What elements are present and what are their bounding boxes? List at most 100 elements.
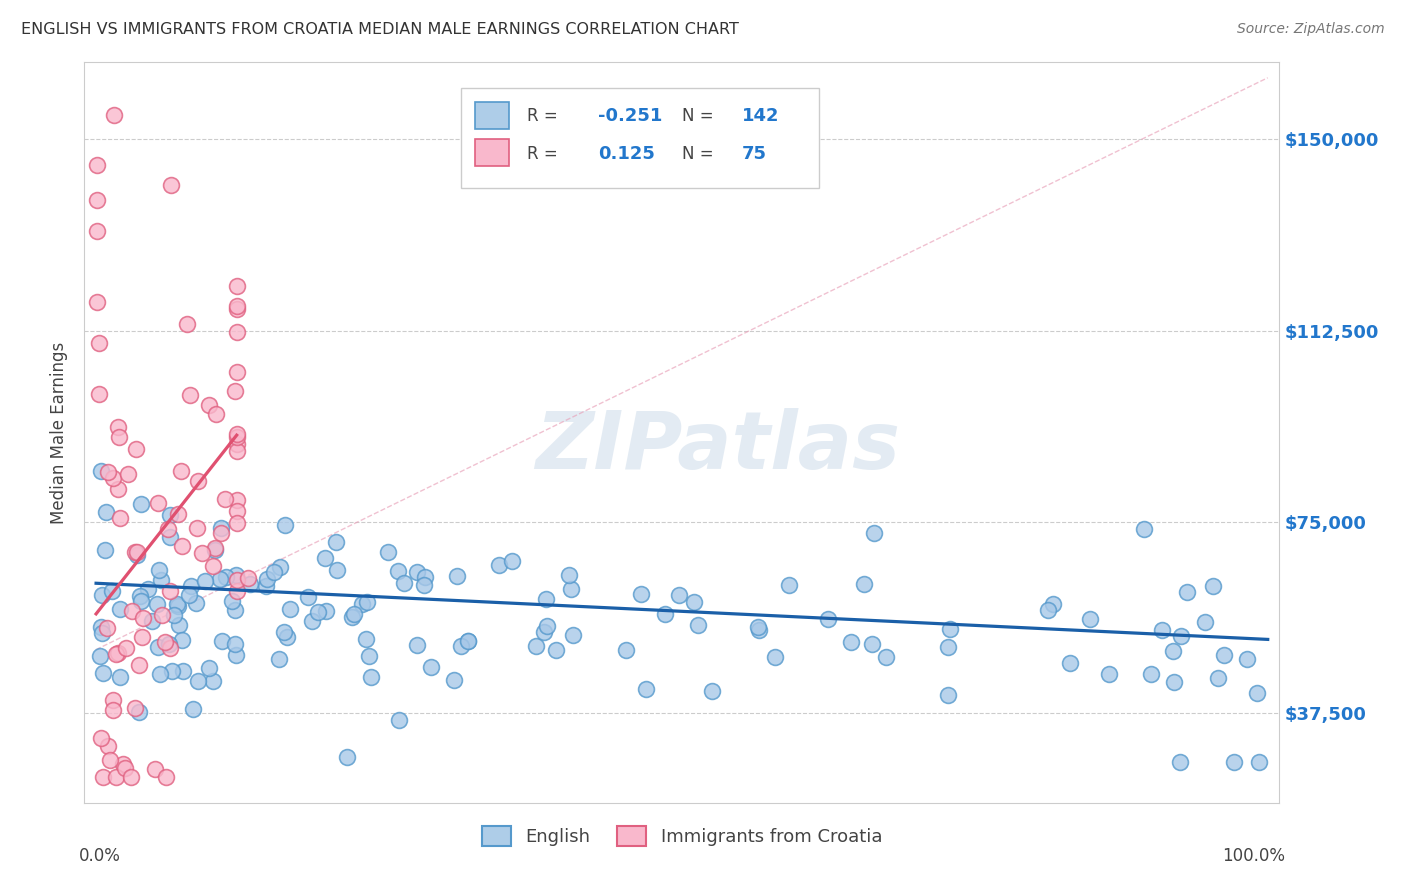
Point [127, 545, 149, 559]
Point [211, 525, 233, 540]
Point [273, 625, 295, 640]
Point [387, 564, 409, 578]
Point [350, 597, 373, 611]
Point [1163, 644, 1185, 658]
Point [181, 702, 204, 716]
Point [276, 630, 298, 644]
Point [108, 430, 131, 444]
Point [446, 569, 468, 583]
Point [201, 673, 224, 688]
Point [121, 604, 143, 618]
Point [936, 640, 959, 654]
Point [686, 617, 709, 632]
Point [336, 749, 359, 764]
Point [1206, 671, 1229, 685]
Point [159, 178, 181, 193]
Point [225, 430, 247, 444]
Point [863, 526, 886, 541]
Point [184, 596, 207, 610]
Point [159, 583, 181, 598]
Point [150, 607, 173, 622]
Point [420, 660, 443, 674]
Point [155, 770, 177, 784]
Point [1098, 667, 1121, 681]
Point [377, 545, 399, 559]
Point [405, 639, 427, 653]
Point [221, 594, 243, 608]
Point [107, 482, 129, 496]
Point [360, 670, 382, 684]
FancyBboxPatch shape [475, 139, 509, 166]
Point [488, 558, 510, 573]
Point [128, 658, 150, 673]
Point [131, 630, 153, 644]
Point [112, 756, 135, 771]
Point [254, 578, 277, 592]
Point [124, 442, 146, 457]
Point [205, 407, 228, 421]
Point [108, 602, 131, 616]
Text: 75: 75 [742, 145, 766, 162]
Point [101, 703, 124, 717]
Point [214, 492, 236, 507]
Point [406, 565, 429, 579]
Point [860, 637, 883, 651]
Legend: English, Immigrants from Croatia: English, Immigrants from Croatia [475, 819, 889, 853]
Point [128, 705, 150, 719]
Point [702, 684, 724, 698]
Point [187, 474, 209, 488]
Point [170, 632, 193, 647]
Point [89, 649, 111, 664]
Point [157, 522, 180, 536]
Text: Source: ZipAtlas.com: Source: ZipAtlas.com [1237, 22, 1385, 37]
Point [1175, 585, 1198, 599]
Point [225, 648, 247, 662]
Point [172, 665, 194, 679]
Point [875, 650, 897, 665]
Point [202, 558, 225, 573]
Point [91, 666, 114, 681]
Point [224, 603, 246, 617]
Point [763, 650, 786, 665]
Point [225, 365, 247, 379]
Point [208, 572, 231, 586]
Point [1168, 755, 1191, 769]
Point [114, 641, 136, 656]
Point [98, 753, 121, 767]
Point [225, 301, 247, 316]
Point [120, 770, 142, 784]
Point [534, 592, 557, 607]
Text: 0.125: 0.125 [599, 145, 655, 162]
Point [1213, 648, 1236, 662]
Point [314, 551, 336, 566]
Point [198, 398, 221, 412]
Point [1223, 755, 1246, 769]
Point [225, 568, 247, 582]
Point [104, 770, 127, 784]
Point [204, 543, 226, 558]
Point [105, 647, 128, 661]
Text: 0.0%: 0.0% [79, 847, 121, 865]
Point [124, 544, 146, 558]
Point [108, 670, 131, 684]
Point [101, 471, 124, 485]
Point [683, 595, 706, 609]
Point [86, 224, 108, 238]
Point [343, 607, 366, 621]
Point [297, 590, 319, 604]
Point [225, 299, 247, 313]
Point [1059, 656, 1081, 670]
Point [1078, 612, 1101, 626]
Point [263, 565, 285, 579]
Point [225, 584, 247, 599]
Point [155, 635, 177, 649]
Point [1163, 674, 1185, 689]
Point [215, 570, 238, 584]
Point [224, 384, 246, 398]
Point [1133, 522, 1156, 536]
Point [225, 516, 247, 530]
Point [225, 504, 247, 518]
Point [162, 608, 184, 623]
Point [159, 531, 181, 545]
Point [278, 601, 301, 615]
